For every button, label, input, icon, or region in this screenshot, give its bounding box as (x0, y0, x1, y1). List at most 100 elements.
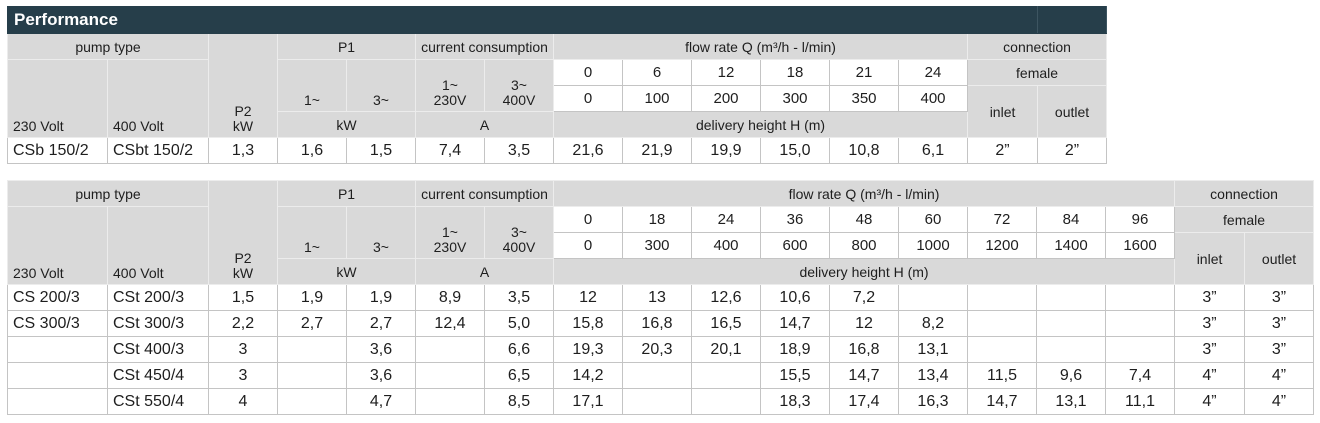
flow-lmin-value: 0 (553, 232, 623, 259)
inlet-size: 3” (1174, 310, 1246, 337)
header-current-single-line: 230V (433, 239, 467, 255)
delivery-height-value: 11,1 (1104, 388, 1176, 415)
flow-lmin-value: 300 (622, 232, 692, 259)
flow-m3h-value: 60 (898, 206, 968, 233)
delivery-height-value: 10,6 (760, 284, 830, 311)
delivery-height-value: 12,6 (691, 284, 761, 311)
header-connection: connection (1174, 180, 1315, 207)
model-230v (7, 388, 108, 415)
flow-lmin-value: 100 (622, 85, 692, 112)
delivery-height-value: 13,1 (1036, 388, 1106, 415)
delivery-height-value: 20,3 (622, 336, 692, 363)
header-p1: P1 (277, 33, 416, 60)
value-a-3: 3,5 (484, 137, 554, 164)
value-a-1 (415, 336, 485, 363)
delivery-height-value: 19,9 (691, 137, 761, 164)
delivery-height-value: 13,4 (898, 362, 968, 389)
delivery-height-value (691, 362, 761, 389)
delivery-height-value: 7,2 (829, 284, 899, 311)
inlet-size: 3” (1174, 284, 1246, 311)
value-p1-1: 2,7 (277, 310, 347, 337)
header-p2-line: kW (232, 118, 254, 134)
delivery-height-value: 14,2 (553, 362, 623, 389)
value-p2: 1,5 (208, 284, 278, 311)
value-p1-1 (277, 362, 347, 389)
header-p2-line: P2 (234, 103, 252, 119)
outlet-size: 2” (1037, 137, 1108, 164)
header-230-volt: 230 Volt (7, 206, 108, 285)
value-p2: 4 (208, 388, 278, 415)
header-female: female (967, 59, 1108, 86)
header-current-single: 1~ 230V (415, 59, 485, 112)
model-400v: CSt 550/4 (107, 388, 209, 415)
header-p2-line: P2 (234, 250, 252, 266)
delivery-height-value (1104, 284, 1176, 311)
header-p2-line: kW (232, 265, 254, 281)
header-inlet: inlet (1174, 232, 1246, 285)
inlet-size: 4” (1174, 362, 1246, 389)
flow-lmin-value: 350 (829, 85, 899, 112)
flow-m3h-value: 48 (829, 206, 899, 233)
model-400v: CSt 200/3 (107, 284, 209, 311)
delivery-height-value (967, 310, 1037, 337)
flow-lmin-value: 600 (760, 232, 830, 259)
delivery-height-value: 18,3 (760, 388, 830, 415)
table-row: CS 300/3 CSt 300/3 2,2 2,7 2,7 12,4 5,0 15,8 16,… (7, 310, 1315, 337)
delivery-height-value (967, 336, 1037, 363)
flow-lmin-value: 800 (829, 232, 899, 259)
delivery-height-value (622, 362, 692, 389)
value-a-3: 6,5 (484, 362, 554, 389)
delivery-height-value: 15,8 (553, 310, 623, 337)
header-current-three-line: 400V (502, 92, 536, 108)
header-current-three-line: 400V (502, 239, 536, 255)
flow-lmin-value: 400 (691, 232, 761, 259)
table-row: CSb 150/2 CSbt 150/2 1,3 1,6 1,5 7,4 3,5 21,6 21… (7, 137, 1108, 164)
model-400v: CSt 450/4 (107, 362, 209, 389)
delivery-height-value: 7,4 (1104, 362, 1176, 389)
performance-table-2: pump type P2 kW P1 current consumption flow r… (7, 180, 1315, 415)
flow-m3h-value: 0 (553, 59, 623, 86)
header-p2: P2 kW (208, 180, 278, 285)
outlet-size: 3” (1244, 284, 1315, 311)
header-current-unit: A (415, 111, 554, 138)
value-p1-1: 1,9 (277, 284, 347, 311)
model-230v: CSb 150/2 (7, 137, 108, 164)
flow-m3h-value: 36 (760, 206, 830, 233)
delivery-height-value (1036, 310, 1106, 337)
delivery-height-value (967, 284, 1037, 311)
model-230v: CS 200/3 (7, 284, 108, 311)
header-current-single: 1~ 230V (415, 206, 485, 259)
header-current-single-line: 1~ (442, 224, 458, 240)
delivery-height-value: 8,2 (898, 310, 968, 337)
delivery-height-value (691, 388, 761, 415)
header-p2: P2 kW (208, 33, 278, 138)
delivery-height-value (1104, 336, 1176, 363)
inlet-size: 4” (1174, 388, 1246, 415)
delivery-height-value: 12 (553, 284, 623, 311)
delivery-height-value: 13,1 (898, 336, 968, 363)
delivery-height-value: 14,7 (967, 388, 1037, 415)
header-inlet: inlet (967, 85, 1039, 138)
delivery-height-value: 16,5 (691, 310, 761, 337)
flow-lmin-value: 200 (691, 85, 761, 112)
delivery-height-value: 16,8 (829, 336, 899, 363)
header-delivery-height: delivery height H (m) (552, 258, 1176, 285)
value-p2: 2,2 (208, 310, 278, 337)
delivery-height-value: 12 (829, 310, 899, 337)
header-current-three-line: 3~ (511, 224, 527, 240)
outlet-size: 4” (1244, 388, 1315, 415)
flow-m3h-value: 0 (553, 206, 623, 233)
header-p1-unit: kW (277, 111, 416, 138)
table-row: CS 200/3 CSt 200/3 1,5 1,9 1,9 8,9 3,5 12 13 12,6… (7, 284, 1315, 311)
value-p1-3: 3,6 (346, 362, 416, 389)
outlet-size: 4” (1244, 362, 1315, 389)
table-row: CSt 450/4 3 3,6 6,5 14,2 15,5 14,7 13,4 11,5 9,6 7… (7, 362, 1315, 389)
value-p1-3: 2,7 (346, 310, 416, 337)
header-current-unit: A (415, 258, 554, 285)
value-p1-3: 4,7 (346, 388, 416, 415)
header-outlet: outlet (1037, 85, 1108, 138)
flow-lmin-value: 300 (760, 85, 830, 112)
header-current: current consumption (415, 33, 554, 60)
delivery-height-value: 21,9 (622, 137, 692, 164)
delivery-height-value: 19,3 (553, 336, 623, 363)
